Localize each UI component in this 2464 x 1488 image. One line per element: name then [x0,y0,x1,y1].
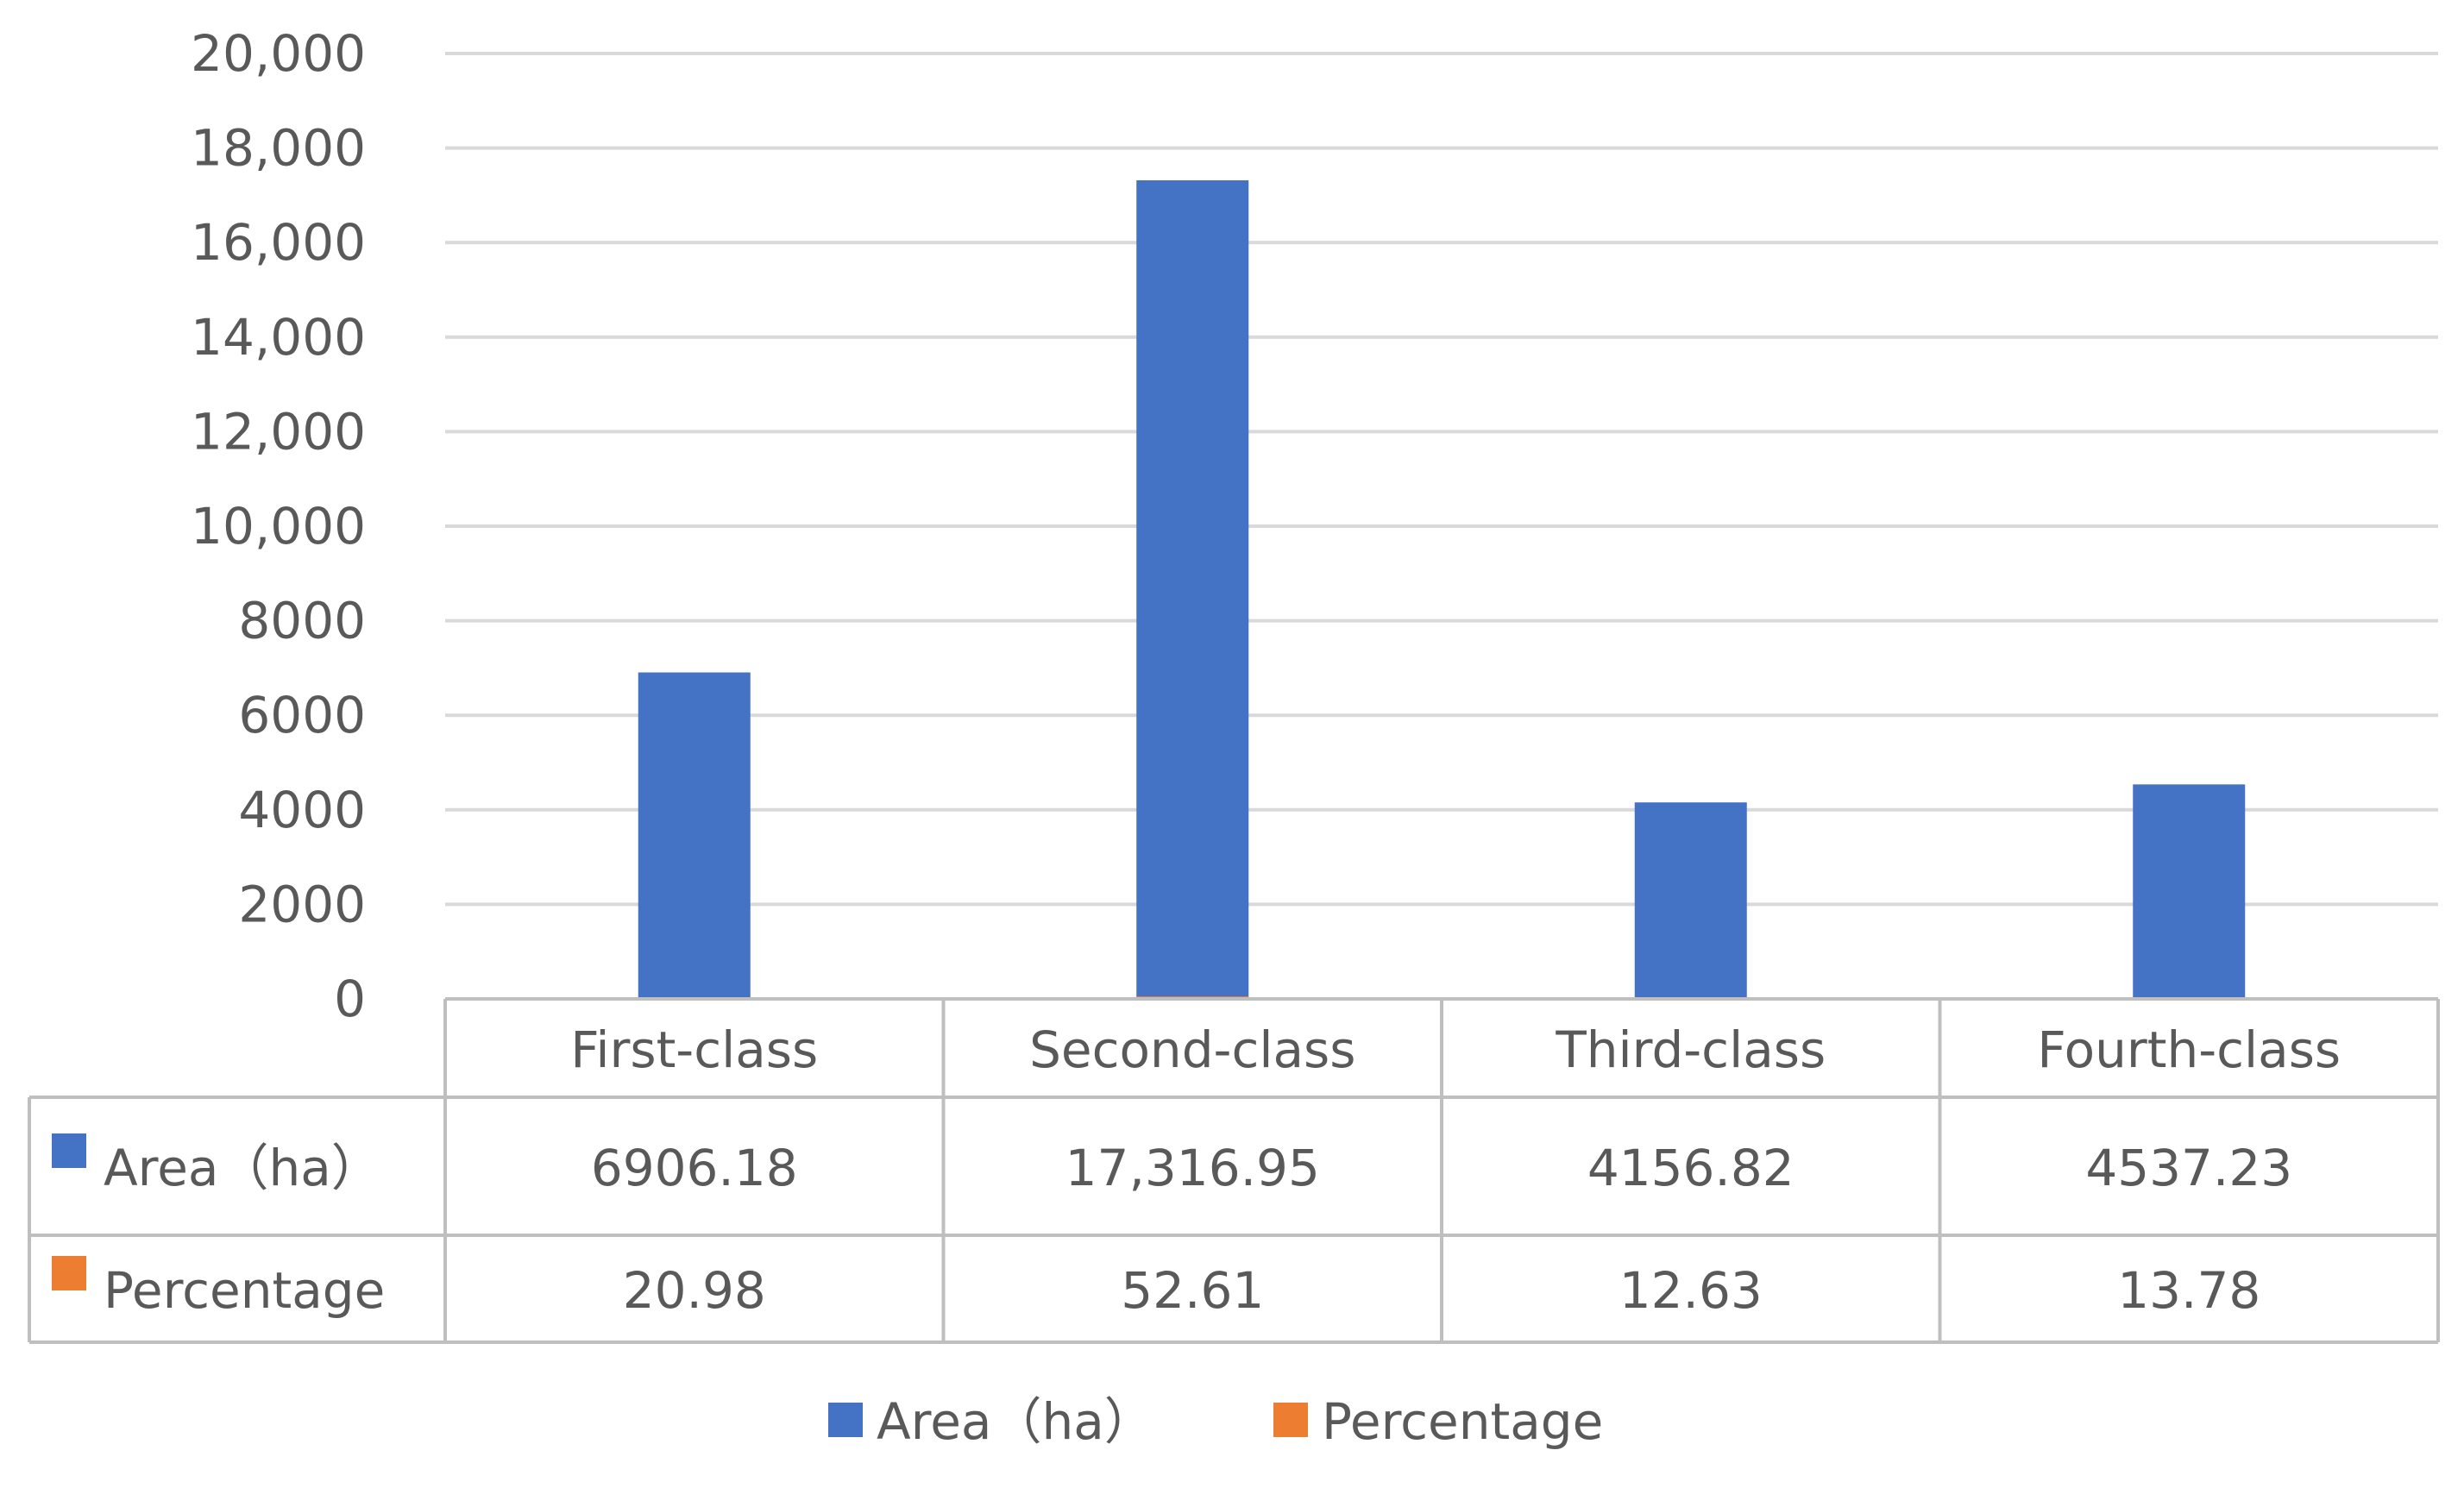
y-tick-label: 8000 [238,592,366,650]
legend-label: Area（ha） [877,1392,1154,1451]
table-cell-value: 52.61 [1121,1261,1264,1320]
bar-area [2133,784,2246,999]
y-tick-label: 12,000 [191,402,366,461]
table-cell-value: 12.63 [1619,1261,1763,1320]
legend: Area（ha） Percentage [828,1392,1603,1451]
table-cell-value: 17,316.95 [1065,1139,1320,1197]
y-tick-label: 20,000 [191,24,366,83]
table-legend-swatch-percentage [52,1256,86,1290]
table-cell-value: 6906.18 [591,1139,798,1197]
y-tick-label: 2000 [238,875,366,933]
category-label: Second-class [1029,1020,1355,1079]
category-label: Fourth-class [2037,1020,2341,1079]
category-label: First-class [570,1020,818,1079]
bar-area [1634,802,1747,999]
table-cell-value: 20.98 [623,1261,766,1320]
y-tick-label: 0 [334,970,366,1028]
table-cell-value: 4156.82 [1587,1139,1795,1197]
legend-swatch-area [828,1403,863,1437]
y-tick-label: 10,000 [191,497,366,556]
data-table: First-class Second-class Third-class Fourth… [28,997,2440,1344]
table-cell-value: 13.78 [2117,1261,2260,1320]
y-tick-label: 18,000 [191,119,366,178]
table-cell-value: 4537.23 [2085,1139,2292,1197]
legend-label: Percentage [1322,1392,1603,1451]
y-tick-label: 14,000 [191,308,366,367]
y-tick-label: 4000 [238,781,366,839]
bar-area [1136,180,1249,1000]
bar-area [638,672,751,999]
y-tick-label: 6000 [238,686,366,744]
bars [638,180,2246,1000]
table-legend-swatch-area [52,1133,86,1168]
y-tick-label: 16,000 [191,213,366,272]
category-label: Third-class [1555,1020,1826,1079]
gridlines [445,52,2438,907]
y-axis-tick-labels: 0 2000 4000 6000 8000 10,000 12,000 14,000 16,00… [191,24,366,1028]
table-series-name: Area（ha） [104,1139,381,1197]
table-series-name: Percentage [104,1261,385,1320]
legend-swatch-percentage [1273,1403,1308,1437]
